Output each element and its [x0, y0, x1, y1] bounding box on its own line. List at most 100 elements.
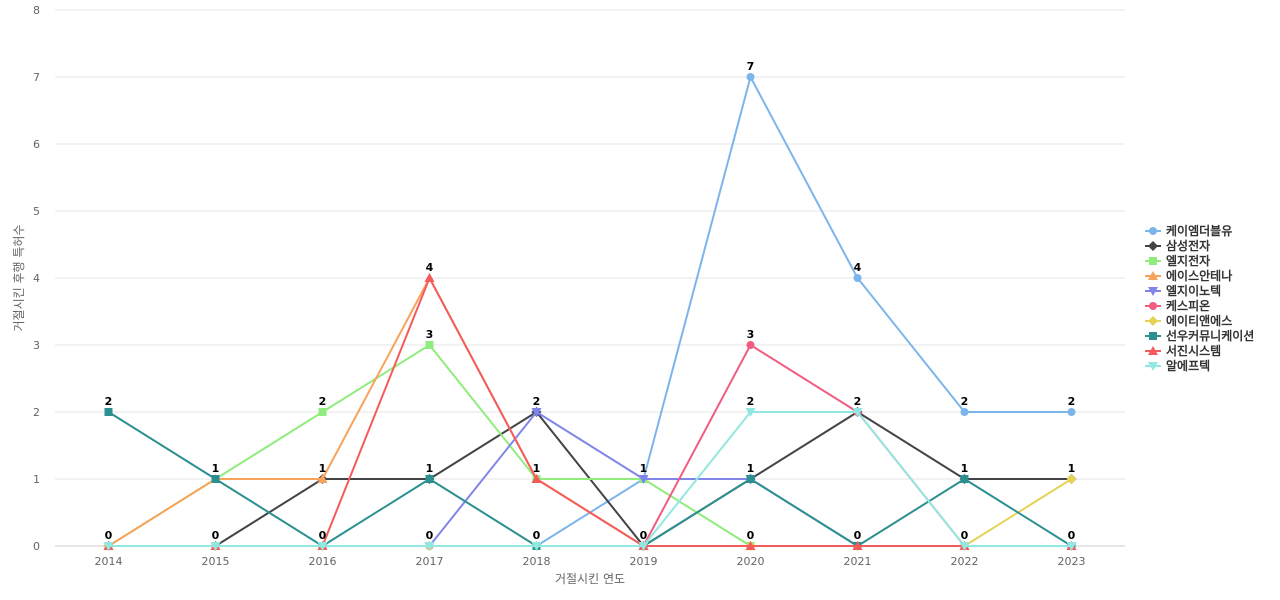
- data-label-2021-0: 0: [854, 529, 862, 542]
- x-tick-label: 2020: [737, 555, 765, 568]
- data-point-선우커뮤니케이션-2022[interactable]: [960, 475, 969, 483]
- data-label-2018-0: 0: [533, 529, 541, 542]
- x-tick-label: 2021: [844, 555, 872, 568]
- legend-item-케이엠더블유[interactable]: 케이엠더블유: [1145, 223, 1232, 238]
- data-label-2017-4: 4: [426, 261, 434, 274]
- y-tick-label: 7: [33, 71, 40, 84]
- data-point-선우커뮤니케이션-2015[interactable]: [211, 475, 220, 483]
- data-point-알에프텍-2019[interactable]: [638, 542, 649, 551]
- legend-label: 알에프텍: [1166, 358, 1210, 373]
- legend-item-서진시스템[interactable]: 서진시스템: [1145, 343, 1221, 358]
- data-label-2016-0: 0: [319, 529, 327, 542]
- data-point-알에프텍-2022[interactable]: [959, 542, 970, 551]
- y-tick-label: 8: [33, 4, 40, 17]
- data-point-에이스안테나-2016[interactable]: [317, 474, 328, 483]
- data-point-케이엠더블유-2021[interactable]: [853, 274, 862, 282]
- legend-label: 엘지이노텍: [1166, 283, 1221, 298]
- data-point-선우커뮤니케이션-2017[interactable]: [425, 475, 434, 483]
- data-label-2018-1: 1: [533, 462, 541, 475]
- data-point-알에프텍-2020[interactable]: [745, 408, 756, 417]
- legend-label: 케이엠더블유: [1166, 223, 1232, 238]
- legend-item-엘지전자[interactable]: 엘지전자: [1145, 253, 1210, 268]
- data-label-2022-2: 2: [961, 395, 969, 408]
- data-label-2019-1: 1: [640, 462, 648, 475]
- x-tick-label: 2017: [416, 555, 444, 568]
- legend-marker-서진시스템[interactable]: [1148, 346, 1158, 355]
- data-point-케이엠더블유-2022[interactable]: [960, 408, 969, 416]
- x-tick-label: 2019: [630, 555, 658, 568]
- data-point-엘지이노텍-2019[interactable]: [638, 475, 649, 484]
- legend-label: 삼성전자: [1166, 238, 1210, 253]
- data-point-서진시스템-2018[interactable]: [531, 474, 542, 483]
- data-point-엘지전자-2016[interactable]: [318, 408, 327, 416]
- legend-label: 에이스안테나: [1166, 268, 1232, 283]
- data-label-2023-1: 1: [1068, 462, 1076, 475]
- data-point-알에프텍-2014[interactable]: [103, 542, 114, 551]
- legend-label: 선우커뮤니케이션: [1166, 328, 1254, 343]
- data-label-2018-2: 2: [533, 395, 541, 408]
- legend-item-삼성전자[interactable]: 삼성전자: [1145, 238, 1210, 253]
- data-label-2020-3: 3: [747, 328, 755, 341]
- data-point-케이엠더블유-2020[interactable]: [746, 73, 755, 81]
- legend-item-에이스안테나[interactable]: 에이스안테나: [1145, 268, 1232, 283]
- y-axis: 0 1 2 3 4 5 6 7 8: [33, 4, 40, 553]
- legend-item-에이티앤에스[interactable]: 에이티앤에스: [1145, 313, 1232, 328]
- data-point-케스피온-2020[interactable]: [746, 341, 755, 349]
- data-label-2023-0: 0: [1068, 529, 1076, 542]
- data-point-서진시스템-2017[interactable]: [424, 273, 435, 282]
- legend-label: 케스피온: [1166, 298, 1210, 313]
- data-point-선우커뮤니케이션-2014[interactable]: [104, 408, 113, 416]
- data-point-선우커뮤니케이션-2020[interactable]: [746, 475, 755, 483]
- legend-label: 에이티앤에스: [1166, 313, 1232, 328]
- data-label-2021-4: 4: [854, 261, 862, 274]
- legend-item-엘지이노텍[interactable]: 엘지이노텍: [1145, 283, 1221, 298]
- data-point-알에프텍-2023[interactable]: [1066, 542, 1077, 551]
- series-line-알에프텍[interactable]: [108, 411, 1072, 547]
- legend-marker-케이엠더블유[interactable]: [1149, 227, 1157, 235]
- data-point-서진시스템-2020[interactable]: [745, 541, 756, 550]
- data-point-알에프텍-2016[interactable]: [317, 542, 328, 551]
- y-tick-label: 1: [33, 473, 40, 486]
- legend-marker-케스피온[interactable]: [1149, 302, 1157, 310]
- legend-item-케스피온[interactable]: 케스피온: [1145, 298, 1210, 313]
- x-axis: 2014 2015 2016 2017 2018 2019 2020 2021 2022 2023: [95, 555, 1086, 568]
- data-label-2023-2: 2: [1068, 395, 1076, 408]
- y-axis-title: 거절시킨 후행 특허수: [11, 225, 26, 332]
- x-tick-label: 2022: [951, 555, 979, 568]
- legend-marker-에이티앤에스[interactable]: [1148, 316, 1158, 326]
- data-label-2020-2: 2: [747, 395, 755, 408]
- x-tick-label: 2015: [202, 555, 230, 568]
- legend-marker-엘지이노텍[interactable]: [1148, 287, 1158, 296]
- legend-marker-에이스안테나[interactable]: [1148, 271, 1158, 280]
- data-point-알에프텍-2021[interactable]: [852, 408, 863, 417]
- data-point-케이엠더블유-2023[interactable]: [1067, 408, 1076, 416]
- data-point-에이티앤에스-2023[interactable]: [1066, 474, 1077, 484]
- data-point-알에프텍-2017[interactable]: [424, 542, 435, 551]
- data-point-알에프텍-2015[interactable]: [210, 542, 221, 551]
- legend-item-선우커뮤니케이션[interactable]: 선우커뮤니케이션: [1145, 328, 1254, 343]
- y-tick-label: 6: [33, 138, 40, 151]
- legend-marker-삼성전자[interactable]: [1148, 241, 1158, 251]
- data-label-2022-1: 1: [961, 462, 969, 475]
- y-tick-label: 5: [33, 205, 40, 218]
- legend-item-알에프텍[interactable]: 알에프텍: [1145, 358, 1210, 373]
- legend-label: 엘지전자: [1166, 253, 1210, 268]
- legend-marker-선우커뮤니케이션[interactable]: [1149, 332, 1157, 340]
- series-line-케이엠더블유[interactable]: [108, 76, 1072, 547]
- series-알에프텍: [103, 408, 1077, 551]
- data-point-서진시스템-2021[interactable]: [852, 541, 863, 550]
- x-tick-label: 2014: [95, 555, 123, 568]
- data-label-2019-0: 0: [640, 529, 648, 542]
- data-point-알에프텍-2018[interactable]: [531, 542, 542, 551]
- legend-marker-엘지전자[interactable]: [1149, 257, 1157, 265]
- data-label-2020-7: 7: [747, 60, 755, 73]
- data-label-2014-2: 2: [105, 395, 113, 408]
- data-point-엘지이노텍-2018[interactable]: [531, 408, 542, 417]
- data-point-엘지전자-2017[interactable]: [425, 341, 434, 349]
- legend-marker-알에프텍[interactable]: [1148, 362, 1158, 371]
- data-label-2015-0: 0: [212, 529, 220, 542]
- y-tick-label: 2: [33, 406, 40, 419]
- data-label-2015-1: 1: [212, 462, 220, 475]
- data-label-2021-2: 2: [854, 395, 862, 408]
